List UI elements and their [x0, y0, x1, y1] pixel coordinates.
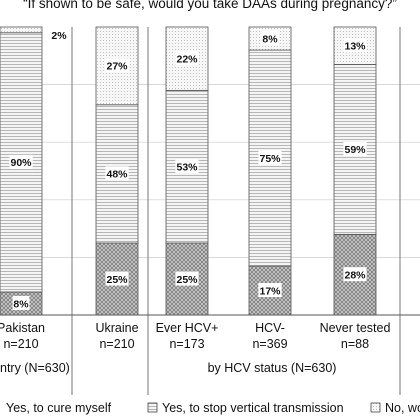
data-label: 13%: [343, 38, 367, 53]
legend-label: Yes, to cure myself: [6, 401, 112, 415]
data-label-text: 25%: [106, 274, 128, 286]
category-axis: Pakistan n=210 Ukraine n=210 Ever HCV+ n=173 H…: [0, 27, 420, 395]
legend: Yes, to cure myself Yes, to stop vertical…: [6, 401, 420, 415]
data-label-box: [175, 51, 199, 66]
data-label: 90%: [9, 154, 33, 169]
data-label-text: 48%: [106, 169, 128, 181]
data-label-text: 75%: [259, 153, 281, 165]
data-label-box: [175, 271, 199, 286]
data-label-text: 59%: [344, 144, 366, 156]
data-label-text: 13%: [344, 41, 366, 53]
legend-label: No, wo: [385, 401, 420, 415]
data-label-text: 8%: [262, 33, 278, 45]
data-label-text: 2%: [51, 30, 67, 42]
data-label-box: [12, 295, 30, 310]
data-label-box: [258, 150, 282, 165]
legend-item: Yes, to cure myself: [6, 401, 112, 415]
data-label: 25%: [175, 271, 199, 286]
data-label: 27%: [105, 58, 129, 73]
category-n-label: n=173: [169, 337, 204, 351]
group-label-hcv-status: by HCV status (N=630): [208, 361, 337, 375]
data-label-box: [9, 154, 33, 169]
data-label-text: 8%: [13, 298, 29, 310]
data-label-box: [343, 38, 367, 53]
data-label-text: 25%: [176, 274, 198, 286]
category-label: Never tested: [320, 321, 391, 335]
legend-swatch: [147, 402, 158, 413]
bar-segment-3: [95, 26, 139, 106]
data-label-box: [175, 159, 199, 174]
data-label-text: 90%: [10, 157, 32, 169]
data-label-box: [105, 271, 129, 286]
bar-segment-3: [0, 26, 43, 34]
data-label-box: [50, 27, 68, 42]
data-label: 17%: [258, 283, 282, 298]
data-label: 28%: [343, 267, 367, 282]
data-label-box: [258, 283, 282, 298]
data-label-box: [105, 166, 129, 181]
legend-label: Yes, to stop vertical transmission: [162, 401, 344, 415]
data-label-box: [343, 267, 367, 282]
category-n-label: n=369: [252, 337, 287, 351]
category-label: Ukraine: [95, 321, 138, 335]
category-label: HCV-: [255, 321, 285, 335]
data-label: 53%: [175, 159, 199, 174]
data-label: 8%: [261, 31, 279, 46]
data-label: 59%: [343, 141, 367, 156]
data-label-text: 27%: [106, 61, 128, 73]
data-label-box: [343, 141, 367, 156]
data-label-text: 17%: [259, 285, 281, 297]
data-label-text: 28%: [344, 269, 366, 281]
category-n-label: n=88: [341, 337, 369, 351]
data-label-box: [261, 31, 279, 46]
data-label-text: 22%: [176, 53, 198, 65]
data-label: 75%: [258, 150, 282, 165]
category-label: Pakistan: [0, 321, 45, 335]
data-label: 2%: [50, 27, 68, 42]
bars: [0, 26, 377, 316]
data-label: 48%: [105, 166, 129, 181]
chart-title: “If shown to be safe, would you take DAA…: [23, 0, 397, 11]
group-label-country: ntry (N=630): [0, 361, 70, 375]
category-label: Ever HCV+: [156, 321, 219, 335]
data-label: 25%: [105, 271, 129, 286]
category-n-label: n=210: [99, 337, 134, 351]
data-label-box: [105, 58, 129, 73]
data-labels: 8% 90% 2% 25% 48% 27% 25% 53% 22% 17% 75% 8% 28% 59% 1…: [9, 27, 367, 310]
category-n-label: n=210: [3, 337, 38, 351]
legend-item: Yes, to stop vertical transmission: [147, 401, 344, 415]
data-label: 22%: [175, 51, 199, 66]
data-label: 8%: [12, 295, 30, 310]
legend-swatch: [370, 402, 381, 413]
legend-item: No, wo: [370, 401, 420, 415]
data-label-text: 53%: [176, 161, 198, 173]
